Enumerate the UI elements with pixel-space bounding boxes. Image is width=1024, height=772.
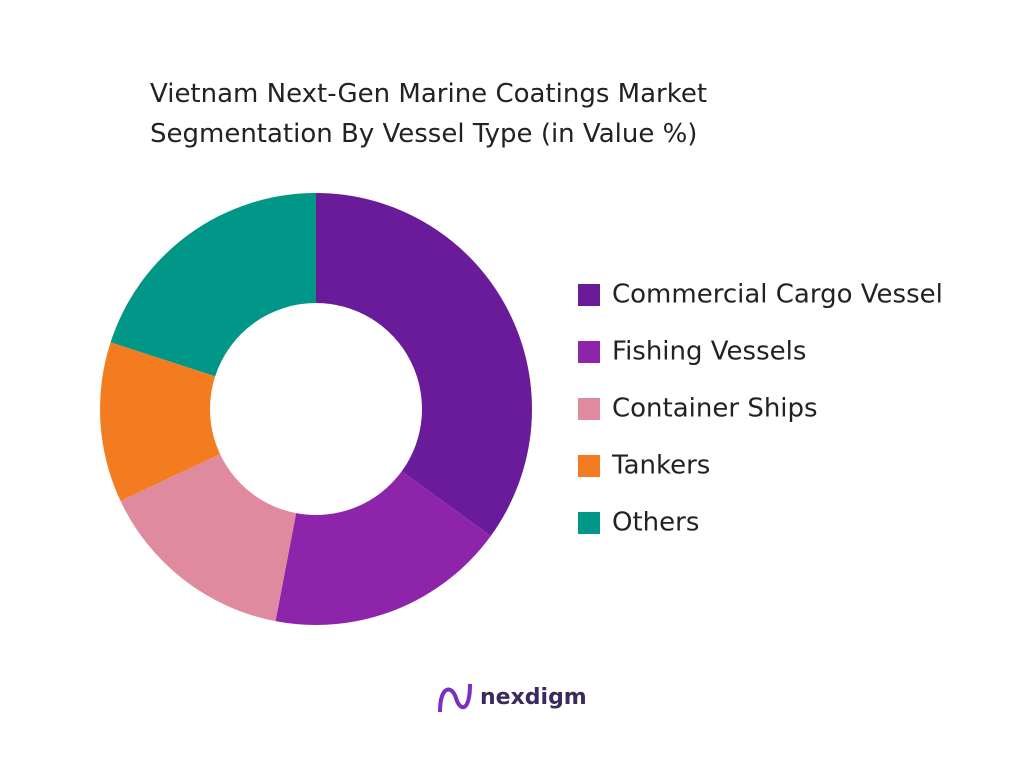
brand-logo: nexdigm	[438, 683, 587, 713]
legend-swatch	[578, 284, 600, 306]
legend-swatch	[578, 512, 600, 534]
donut-slice	[316, 193, 532, 536]
legend-label: Commercial Cargo Vessel	[612, 280, 943, 310]
legend-label: Container Ships	[612, 394, 818, 424]
legend-swatch	[578, 341, 600, 363]
logo-icon	[438, 683, 472, 713]
legend-label: Others	[612, 508, 699, 538]
donut-slice	[275, 471, 491, 626]
chart-title: Vietnam Next-Gen Marine Coatings Market	[150, 79, 707, 109]
chart-title: Segmentation By Vessel Type (in Value %)	[150, 119, 697, 149]
donut-slice	[120, 454, 297, 622]
legend-label: Fishing Vessels	[612, 337, 806, 367]
legend-label: Tankers	[611, 451, 710, 481]
brand-name: nexdigm	[480, 685, 587, 710]
legend-swatch	[578, 398, 600, 420]
donut-slice	[100, 342, 221, 501]
donut-slice	[110, 193, 316, 377]
legend-swatch	[578, 455, 600, 477]
